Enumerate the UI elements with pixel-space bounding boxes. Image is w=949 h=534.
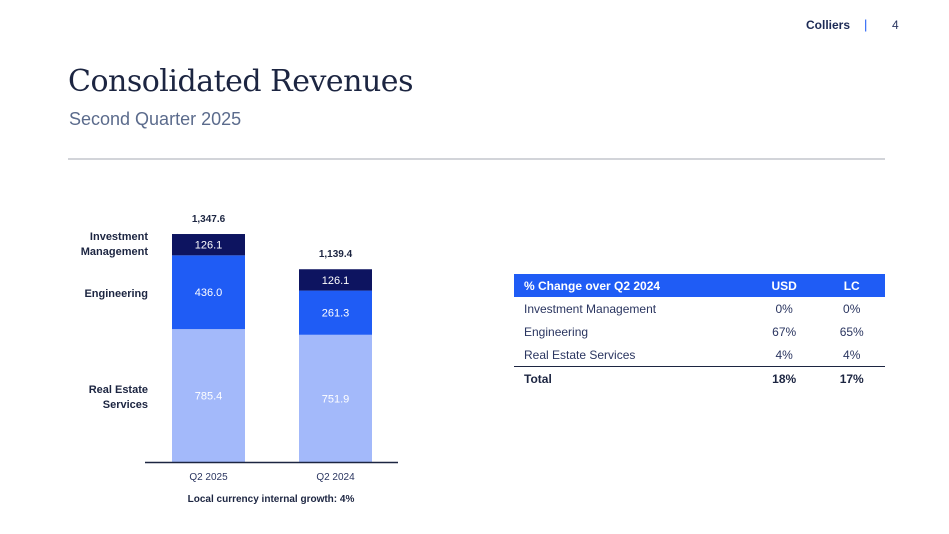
page-number: 4 [892, 18, 899, 32]
table-cell: 0% [843, 301, 861, 316]
bar-segment-investment-management [299, 269, 372, 291]
table-row: Investment Management 0% 0% [514, 297, 885, 320]
table-cell: 65% [839, 324, 864, 339]
row-label-real-estate-services: Real Estate Services [60, 383, 148, 413]
bar-value-label: 436.0 [195, 287, 223, 299]
table-cell: Investment Management [524, 301, 657, 316]
bar-value-label: 785.4 [195, 391, 223, 403]
table-cell: 4% [843, 347, 861, 362]
bar-value-label: 261.3 [322, 308, 350, 320]
bar-total-label: 1,347.6 [192, 214, 226, 225]
header-brand: Colliers [806, 18, 851, 32]
table-cell: 4% [775, 347, 793, 362]
page-title: Consolidated Revenues [68, 64, 413, 99]
bar-value-label: 126.1 [322, 275, 350, 287]
bar-total-label: 1,139.4 [319, 249, 353, 260]
table-total-lc: 17% [818, 366, 885, 390]
bar-segment-real-estate-services [299, 334, 372, 462]
table-cell: Real Estate Services [524, 347, 636, 362]
page-subtitle: Second Quarter 2025 [69, 109, 242, 129]
table-cell: 0% [775, 301, 793, 316]
chart-footnote: Local currency internal growth: 4% [188, 494, 355, 505]
bar-segment-engineering [299, 290, 372, 335]
table-total-usd: 18% [749, 366, 819, 390]
row-label-investment-line2: Management [80, 246, 148, 258]
bar-segment-engineering [172, 255, 245, 330]
table-header-row: % Change over Q2 2024 USD LC [514, 274, 885, 297]
row-label-investment-line1: Investment [89, 231, 148, 243]
row-label-res-line2: Services [102, 399, 148, 411]
table-total-label: Total [514, 366, 750, 390]
table-total-row: Total 18% 17% [514, 366, 885, 390]
x-tick-label: Q2 2024 [316, 472, 355, 483]
row-label-res-line1: Real Estate [88, 384, 148, 396]
title-divider [68, 158, 885, 160]
bar-value-label: 751.9 [322, 393, 350, 405]
row-label-engineering: Engineering [84, 288, 148, 300]
percent-change-table: % Change over Q2 2024 USD LC Investment … [514, 274, 885, 390]
header-separator: | [864, 17, 868, 32]
bar-value-label: 126.1 [195, 240, 223, 252]
x-tick-label: Q2 2025 [189, 472, 228, 483]
row-label-investment-management: Investment Management [60, 230, 148, 260]
table-cell: 67% [772, 324, 797, 339]
bar-segment-investment-management [172, 234, 245, 256]
table-header-metric: % Change over Q2 2024 [514, 274, 750, 297]
table-cell: Engineering [524, 324, 589, 339]
bar-segment-real-estate-services [172, 329, 245, 462]
table-row: Real Estate Services 4% 4% [514, 343, 885, 367]
table-row: Engineering 67% 65% [514, 320, 885, 343]
table-header-usd: USD [749, 274, 819, 297]
table-header-lc: LC [818, 274, 885, 297]
